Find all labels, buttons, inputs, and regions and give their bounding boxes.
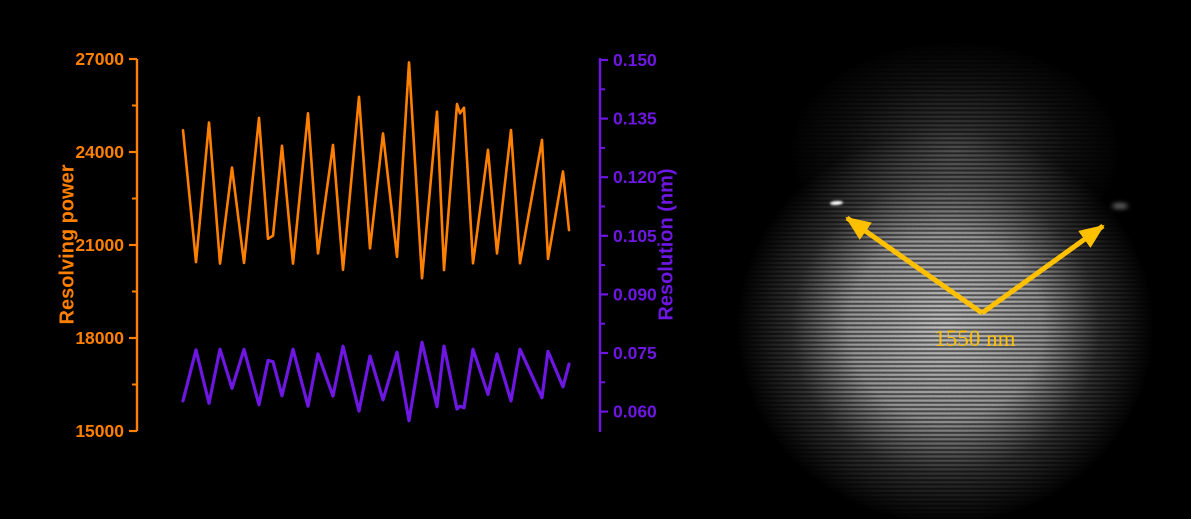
arrow-left [845,215,984,316]
right-axis-tick-label: 0.060 [613,402,657,422]
right-axis-tick-label: 0.075 [613,343,657,363]
wavelength-label: 1550 nm [934,326,1016,351]
fringe-image-panel: 1550 nm [700,0,1191,519]
left-axis-tick-label: 24000 [75,142,124,162]
right-axis-tick-label: 0.090 [613,284,657,304]
annotation-arrows [845,215,1105,316]
left-axis-tick-label: 21000 [75,235,124,255]
left-axis-tick-label: 15000 [75,421,124,441]
right-axis-tick-label: 0.150 [613,50,657,70]
right-axis-tick-label: 0.105 [613,226,657,246]
left-axis-tick-label: 27000 [75,49,124,69]
right-axis-tick-label: 0.120 [613,167,657,187]
arrow-right [980,223,1105,316]
left-axis-title: Resolving power [56,164,79,325]
right-axis-tick-label: 0.135 [613,109,657,129]
chart-svg: 27000 24000 21000 18000 15000 0.150 0.135 0.120… [75,49,657,441]
right-axis-title: Resolution (nm) [655,168,678,321]
faint-speck [1112,203,1128,209]
resolving-power-series [181,61,571,280]
left-axis-tick-label: 18000 [75,328,124,348]
resolving-power-resolution-chart: 27000 24000 21000 18000 15000 0.150 0.135 0.120… [56,49,678,441]
noise-overlay [700,0,1191,519]
resolution-series [181,340,571,423]
